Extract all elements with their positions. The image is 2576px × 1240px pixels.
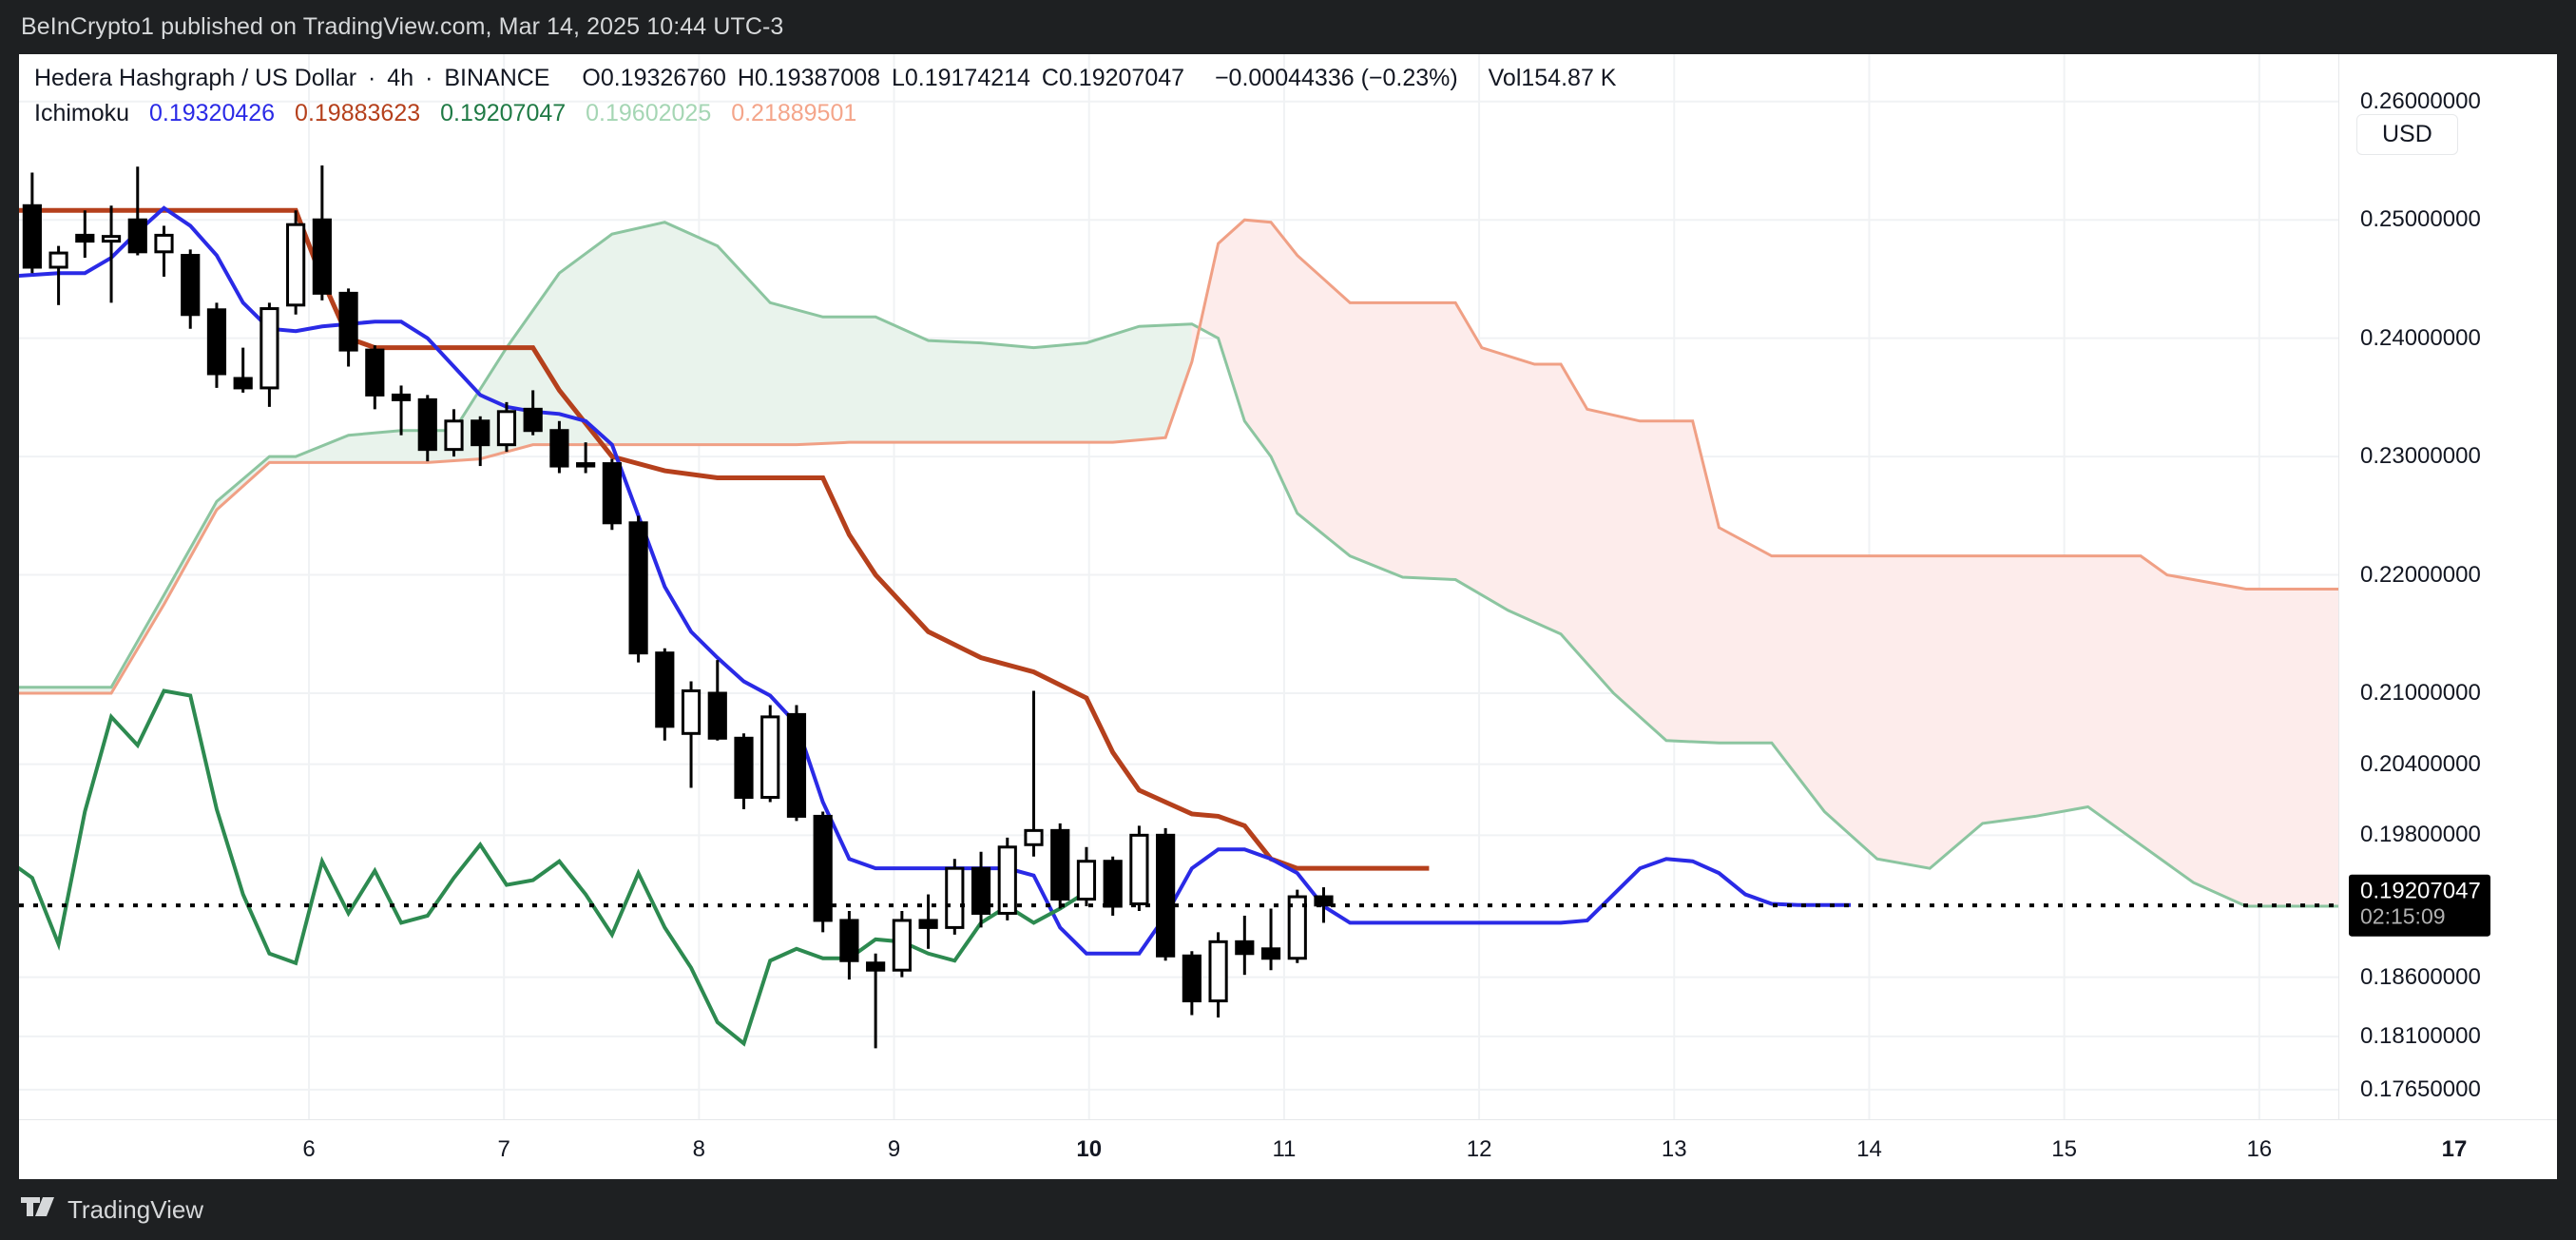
candlestick	[839, 910, 859, 980]
time-axis-tick: 12	[1466, 1136, 1492, 1162]
candlestick	[1260, 908, 1281, 971]
footer-bar: TradingView	[0, 1179, 2576, 1240]
candlestick	[997, 837, 1017, 920]
candlestick	[1235, 915, 1255, 976]
candlestick	[1129, 825, 1149, 911]
time-axis-tick: 8	[692, 1136, 706, 1162]
candlestick	[1103, 856, 1123, 916]
candlestick	[866, 953, 886, 1049]
candlestick	[760, 705, 780, 803]
current-price-badge: 0.19207047 02:15:09	[2349, 874, 2490, 937]
chart-svg	[19, 54, 2338, 1119]
candlestick	[101, 205, 122, 303]
candlestick	[338, 288, 358, 367]
candlestick	[1208, 932, 1228, 1017]
candlestick	[655, 648, 675, 741]
candlestick	[48, 245, 68, 305]
price-axis-tick: 0.17650000	[2360, 1075, 2481, 1102]
candlestick	[206, 302, 227, 388]
candlestick	[391, 385, 412, 436]
candlestick	[1314, 887, 1334, 923]
candlestick	[681, 681, 702, 788]
candlestick	[471, 416, 490, 467]
time-axis-tick: 16	[2246, 1136, 2273, 1162]
tradingview-logo-icon	[21, 1197, 54, 1216]
candlestick	[496, 401, 517, 453]
candlestick	[286, 210, 306, 315]
candlestick	[1024, 690, 1044, 857]
time-axis-tick: 17	[2441, 1136, 2468, 1162]
candlestick	[1076, 846, 1097, 906]
price-axis-tick: 0.20400000	[2360, 750, 2481, 777]
time-axis-tick: 10	[1076, 1136, 1103, 1162]
price-axis-tick: 0.26000000	[2360, 87, 2481, 114]
time-axis-tick: 9	[887, 1136, 901, 1162]
candlestick	[523, 390, 543, 436]
tradingview-logo[interactable]: TradingView	[21, 1195, 203, 1225]
current-price-value: 0.19207047	[2360, 878, 2481, 904]
price-axis[interactable]: USD 0.26000000 0.25000000 0.24000000 0.2300…	[2338, 54, 2557, 1179]
tenkan-sen-line	[19, 205, 1852, 956]
time-axis-tick: 15	[2051, 1136, 2077, 1162]
chart-plot-area[interactable]	[19, 54, 2338, 1119]
publisher-text: BeInCrypto1 published on TradingView.com…	[21, 13, 784, 40]
candlestick	[181, 249, 201, 329]
candlestick	[602, 458, 622, 531]
candlestick	[813, 811, 833, 933]
currency-badge[interactable]: USD	[2356, 114, 2458, 155]
candlestick	[75, 210, 95, 259]
candlestick	[628, 515, 648, 663]
ichimoku-cloud	[19, 218, 2338, 908]
price-axis-tick: 0.18100000	[2360, 1022, 2481, 1049]
candlestick	[971, 851, 991, 928]
candlestick	[576, 442, 596, 474]
candlestick	[417, 395, 437, 462]
candlestick-series[interactable]	[22, 165, 1334, 1049]
candlestick	[312, 165, 332, 300]
candlestick	[734, 733, 754, 809]
price-axis-tick: 0.18600000	[2360, 963, 2481, 990]
price-axis-tick: 0.24000000	[2360, 324, 2481, 351]
price-axis-tick: 0.21000000	[2360, 680, 2481, 706]
time-axis-tick: 7	[497, 1136, 510, 1162]
candlestick	[1287, 889, 1307, 963]
time-axis-tick: 14	[1856, 1136, 1882, 1162]
candlestick	[945, 859, 965, 935]
publisher-bar: BeInCrypto1 published on TradingView.com…	[0, 0, 2576, 54]
chart-frame: Hedera Hashgraph / US Dollar · 4h · BINA…	[19, 54, 2557, 1179]
candlestick	[918, 894, 938, 949]
time-axis-tick: 13	[1661, 1136, 1687, 1162]
price-axis-tick: 0.22000000	[2360, 561, 2481, 588]
price-axis-tick: 0.23000000	[2360, 443, 2481, 470]
candlestick	[786, 705, 807, 822]
candlestick	[365, 345, 385, 410]
candlestick	[892, 910, 912, 978]
candlestick	[549, 420, 569, 474]
candlestick	[444, 409, 464, 457]
tradingview-logo-text: TradingView	[67, 1194, 204, 1224]
candle-countdown: 02:15:09	[2360, 903, 2446, 929]
time-axis-tick: 11	[1272, 1136, 1297, 1162]
candlestick	[1156, 827, 1176, 961]
candlestick	[260, 302, 279, 407]
candlestick	[1182, 951, 1201, 1016]
time-axis-tick: 6	[302, 1136, 316, 1162]
candlestick	[233, 347, 253, 393]
price-axis-tick: 0.25000000	[2360, 206, 2481, 233]
price-axis-tick: 0.19800000	[2360, 822, 2481, 848]
candlestick	[1050, 823, 1070, 909]
candlestick	[707, 660, 727, 741]
candlestick	[154, 225, 174, 277]
candlestick	[127, 166, 147, 256]
time-axis[interactable]: 6789101112131415161718	[19, 1119, 2557, 1179]
kijun-sen-line	[19, 207, 1430, 871]
candlestick	[22, 172, 42, 274]
